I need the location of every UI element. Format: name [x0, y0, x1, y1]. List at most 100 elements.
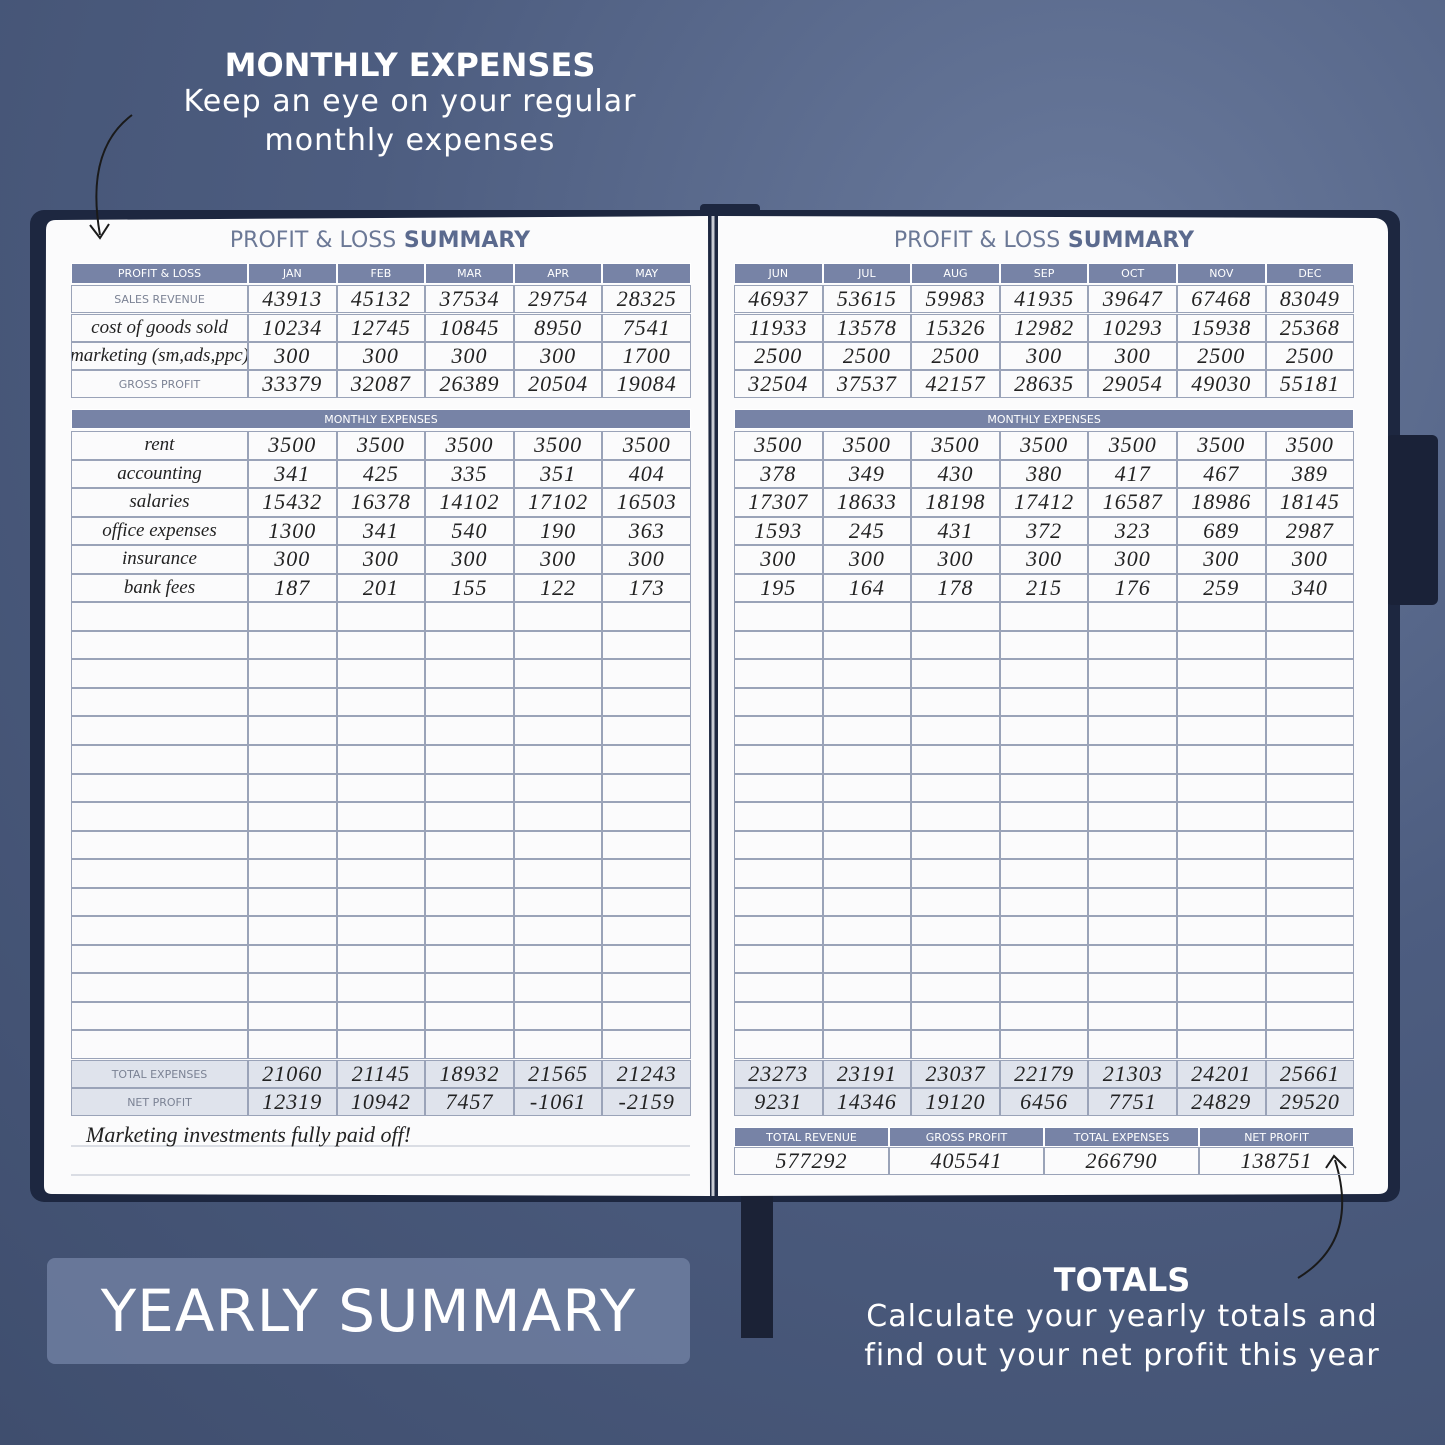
- empty-cell: [513, 602, 603, 631]
- value-cell: 378: [734, 459, 823, 489]
- empty-cell: [513, 859, 603, 888]
- value-cell: 15326: [911, 313, 1000, 342]
- empty-cell: [425, 887, 514, 917]
- month-header: APR: [513, 263, 603, 284]
- empty-cell: [999, 745, 1089, 774]
- value-cell: 12319: [248, 1088, 337, 1116]
- elastic-band: [1386, 435, 1438, 605]
- value-cell: 13578: [822, 313, 912, 342]
- empty-cell: [999, 859, 1089, 888]
- value-cell: 300: [999, 545, 1089, 574]
- empty-cell: [1177, 745, 1266, 774]
- empty-cell: [911, 745, 1000, 774]
- empty-cell: [1088, 916, 1177, 945]
- value-cell: 16378: [336, 488, 426, 517]
- empty-cell: [71, 916, 248, 945]
- empty-cell: [999, 773, 1089, 803]
- value-cell: 300: [1265, 545, 1355, 574]
- page-title: PROFIT & LOSS SUMMARY: [794, 228, 1294, 258]
- row-label: salaries: [71, 488, 248, 517]
- left-page: [44, 216, 710, 1196]
- empty-cell: [1088, 802, 1177, 831]
- value-cell: 9231: [734, 1088, 823, 1116]
- empty-cell: [425, 830, 514, 860]
- empty-cell: [1088, 630, 1177, 660]
- value-cell: 10845: [425, 313, 514, 342]
- empty-cell: [1265, 602, 1355, 631]
- empty-cell: [513, 630, 603, 660]
- value-cell: 18932: [425, 1060, 514, 1088]
- value-cell: 23191: [822, 1060, 912, 1088]
- empty-cell: [734, 916, 823, 945]
- value-cell: 17307: [734, 488, 823, 517]
- empty-cell: [734, 745, 823, 774]
- callout-text: monthly expenses: [264, 123, 556, 158]
- value-cell: 341: [248, 459, 337, 489]
- empty-cell: [1088, 973, 1177, 1002]
- row-label: NET PROFIT: [71, 1088, 248, 1116]
- empty-cell: [822, 973, 912, 1002]
- value-cell: 300: [1088, 545, 1177, 574]
- value-cell: 173: [602, 573, 691, 603]
- empty-cell: [71, 630, 248, 660]
- empty-cell: [336, 602, 426, 631]
- title-light: PROFIT & LOSS: [893, 228, 1061, 253]
- value-cell: 3500: [425, 431, 514, 460]
- empty-cell: [911, 944, 1000, 974]
- title-bold: SUMMARY: [1060, 228, 1195, 253]
- value-cell: 245: [822, 516, 912, 546]
- empty-cell: [425, 687, 514, 717]
- empty-cell: [911, 802, 1000, 831]
- empty-cell: [822, 1001, 912, 1031]
- month-header: FEB: [336, 263, 426, 284]
- value-cell: 28635: [999, 370, 1089, 399]
- empty-cell: [1088, 773, 1177, 803]
- empty-cell: [71, 716, 248, 745]
- value-cell: 25368: [1265, 313, 1355, 342]
- empty-cell: [425, 1030, 514, 1059]
- empty-cell: [248, 944, 337, 974]
- empty-cell: [822, 745, 912, 774]
- arrow-head: [89, 223, 110, 240]
- empty-cell: [513, 1001, 603, 1031]
- empty-cell: [1177, 687, 1266, 717]
- month-header: AUG: [911, 263, 1000, 284]
- empty-cell: [602, 1030, 691, 1059]
- empty-cell: [999, 716, 1089, 745]
- title-light: PROFIT & LOSS: [229, 228, 397, 253]
- value-cell: 467: [1177, 459, 1266, 489]
- value-cell: 259: [1177, 573, 1266, 603]
- totals-value: 266790: [1044, 1147, 1199, 1175]
- value-cell: 190: [513, 516, 603, 546]
- empty-cell: [513, 687, 603, 717]
- value-cell: 32504: [734, 370, 823, 399]
- empty-cell: [911, 716, 1000, 745]
- corner-label: PROFIT & LOSS: [71, 263, 248, 284]
- value-cell: 18145: [1265, 488, 1355, 517]
- empty-cell: [1088, 716, 1177, 745]
- empty-cell: [602, 602, 691, 631]
- empty-cell: [999, 602, 1089, 631]
- empty-cell: [336, 716, 426, 745]
- value-cell: 300: [425, 342, 514, 371]
- month-header: JUL: [822, 263, 912, 284]
- empty-cell: [71, 1001, 248, 1031]
- empty-cell: [71, 944, 248, 974]
- empty-cell: [248, 973, 337, 1002]
- empty-cell: [602, 944, 691, 974]
- totals-value: 405541: [889, 1147, 1044, 1175]
- empty-cell: [336, 1030, 426, 1059]
- empty-cell: [425, 630, 514, 660]
- empty-cell: [513, 716, 603, 745]
- empty-cell: [248, 830, 337, 860]
- value-cell: 14102: [425, 488, 514, 517]
- empty-cell: [602, 659, 691, 688]
- value-cell: 417: [1088, 459, 1177, 489]
- empty-cell: [336, 1001, 426, 1031]
- value-cell: 431: [911, 516, 1000, 546]
- empty-cell: [602, 630, 691, 660]
- empty-cell: [248, 716, 337, 745]
